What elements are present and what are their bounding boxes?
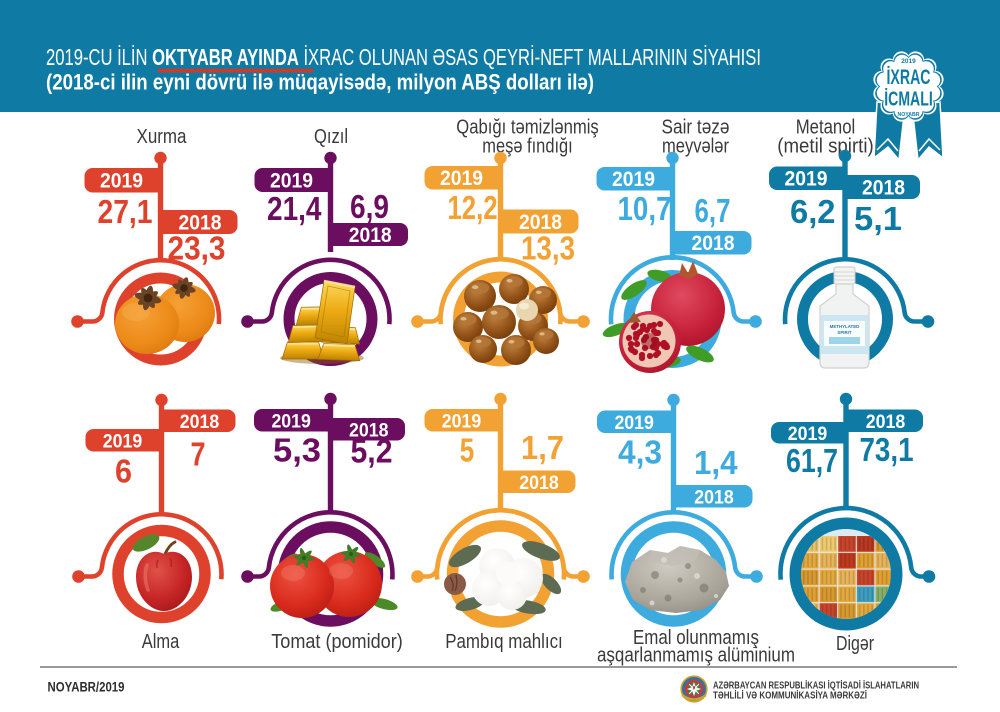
svg-text:27,1: 27,1 xyxy=(98,193,153,230)
svg-text:6,9: 6,9 xyxy=(350,188,389,225)
svg-text:NOYABR: NOYABR xyxy=(897,112,919,118)
svg-text:2019-CU İLİN OKTYABR AYINDA İX: 2019-CU İLİN OKTYABR AYINDA İXRAC OLUNAN… xyxy=(46,44,761,70)
svg-text:Metanol: Metanol xyxy=(796,117,856,139)
svg-text:2019: 2019 xyxy=(901,58,916,65)
svg-text:İCMALI: İCMALI xyxy=(884,88,933,111)
svg-text:2019: 2019 xyxy=(442,411,482,433)
svg-text:7: 7 xyxy=(191,436,206,473)
svg-text:Xurma: Xurma xyxy=(137,126,188,148)
svg-text:(metil spirti): (metil spirti) xyxy=(777,136,874,158)
svg-text:6: 6 xyxy=(115,453,132,490)
svg-text:NOYABR/2019: NOYABR/2019 xyxy=(48,680,125,695)
svg-text:2018: 2018 xyxy=(862,176,905,199)
svg-text:AZƏRBAYCAN RESPUBLİKASI İQTİSA: AZƏRBAYCAN RESPUBLİKASI İQTİSADİ İSLAHAT… xyxy=(713,679,919,692)
svg-text:73,1: 73,1 xyxy=(860,431,914,468)
svg-text:5,1: 5,1 xyxy=(854,200,902,237)
svg-text:2019: 2019 xyxy=(270,169,313,192)
svg-text:2019: 2019 xyxy=(100,170,143,193)
svg-text:Digər: Digər xyxy=(836,633,874,655)
svg-text:12,2: 12,2 xyxy=(448,189,498,226)
svg-text:Emal olunmamış: Emal olunmamış xyxy=(633,627,759,649)
svg-text:2019: 2019 xyxy=(788,423,828,445)
svg-text:2019: 2019 xyxy=(614,412,654,434)
svg-text:meyvələr: meyvələr xyxy=(662,136,729,158)
svg-text:Sair təzə: Sair təzə xyxy=(662,117,730,139)
svg-text:2018: 2018 xyxy=(349,224,392,247)
svg-text:Pambıq mahlıcı: Pambıq mahlıcı xyxy=(445,631,563,653)
svg-text:Tomat (pomidor): Tomat (pomidor) xyxy=(271,631,403,653)
svg-text:Alma: Alma xyxy=(142,631,180,653)
svg-text:21,4: 21,4 xyxy=(267,190,322,227)
svg-text:4,3: 4,3 xyxy=(618,434,662,471)
svg-text:10,7: 10,7 xyxy=(618,190,672,227)
svg-text:5,3: 5,3 xyxy=(273,432,321,469)
svg-text:aşqarlanmamış alüminium: aşqarlanmamış alüminium xyxy=(597,645,795,667)
svg-text:61,7: 61,7 xyxy=(786,442,838,479)
svg-text:Qızıl: Qızıl xyxy=(314,126,348,148)
svg-text:23,3: 23,3 xyxy=(168,230,226,267)
svg-text:6,7: 6,7 xyxy=(695,192,731,229)
svg-text:2018: 2018 xyxy=(519,472,559,494)
svg-text:2019: 2019 xyxy=(440,167,483,190)
svg-text:2019: 2019 xyxy=(103,431,143,453)
svg-text:METHYLATED: METHYLATED xyxy=(830,324,860,329)
svg-text:2018: 2018 xyxy=(519,211,562,234)
svg-text:1,7: 1,7 xyxy=(521,429,564,466)
svg-text:İXRAC: İXRAC xyxy=(887,65,931,89)
svg-text:SPIRIT: SPIRIT xyxy=(837,330,851,335)
svg-text:meşə fındığı: meşə fındığı xyxy=(482,136,573,158)
svg-text:1,4: 1,4 xyxy=(694,444,738,481)
svg-text:6,2: 6,2 xyxy=(790,193,836,230)
svg-text:2019: 2019 xyxy=(612,168,655,191)
svg-text:5: 5 xyxy=(460,432,475,469)
svg-text:2018: 2018 xyxy=(349,420,389,442)
svg-text:5,2: 5,2 xyxy=(351,433,393,470)
svg-text:2018: 2018 xyxy=(866,411,906,433)
svg-text:2018: 2018 xyxy=(179,211,222,234)
svg-text:2019: 2019 xyxy=(785,168,828,191)
svg-text:2018: 2018 xyxy=(694,487,734,509)
svg-text:Qabığı təmizlənmiş: Qabığı təmizlənmiş xyxy=(456,117,599,139)
svg-text:2018: 2018 xyxy=(180,411,220,433)
svg-text:13,3: 13,3 xyxy=(521,230,575,267)
svg-text:2018: 2018 xyxy=(692,232,735,255)
svg-text:2019: 2019 xyxy=(271,411,311,433)
svg-text:TƏHLİLİ VƏ KOMMUNİKASİYA MƏRKƏ: TƏHLİLİ VƏ KOMMUNİKASİYA MƏRKƏZİ xyxy=(713,689,867,702)
svg-text:(2018-ci ilin eyni dövrü ilə m: (2018-ci ilin eyni dövrü ilə müqayisədə,… xyxy=(46,70,594,95)
